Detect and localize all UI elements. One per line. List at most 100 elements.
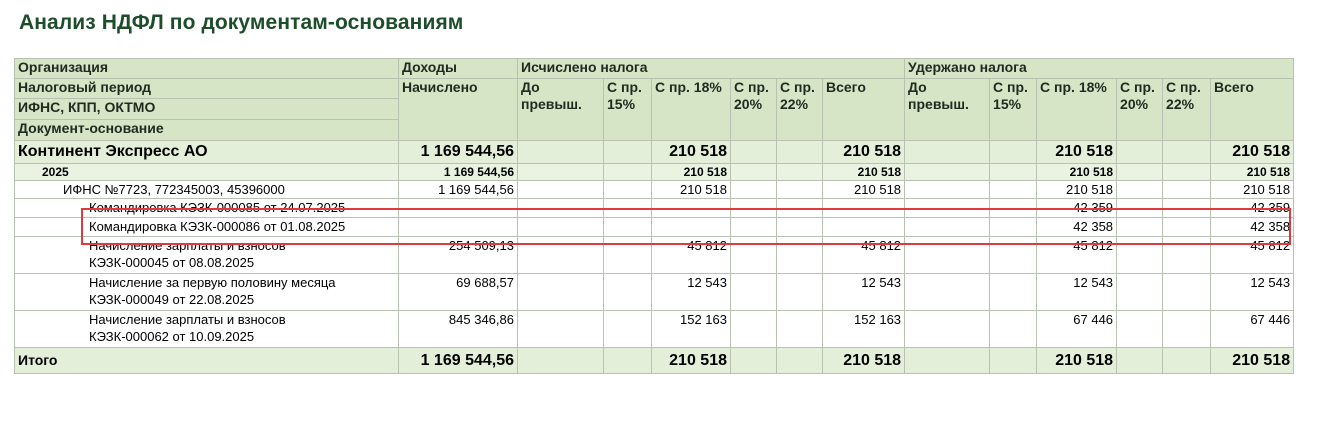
income-cell: 1 169 544,56 — [398, 163, 518, 181]
header-with-20: С пр. 20% — [1116, 78, 1164, 141]
total-calc-before-excess-cell — [517, 347, 604, 374]
income-cell — [398, 217, 518, 237]
with-20-cell — [1116, 217, 1164, 237]
header-calc-20: С пр. 20% — [730, 78, 777, 141]
with-total-cell: 42 359 — [1210, 198, 1295, 218]
with-before-excess-cell — [904, 310, 991, 348]
calc-20-cell — [730, 163, 777, 181]
calc-18-cell — [651, 198, 731, 218]
ndfl-report-table: Организация Доходы Исчислено налога Удер… — [14, 58, 1295, 374]
calc-total-cell: 152 163 — [821, 310, 906, 348]
with-22-cell — [1162, 198, 1212, 218]
table-row[interactable]: ИФНС №7723, 772345003, 45396000 1 169 544… — [14, 180, 1295, 199]
total-calc-20-cell — [730, 347, 777, 374]
calc-before-excess-cell — [517, 163, 604, 181]
calc-total-cell: 12 543 — [821, 273, 906, 311]
with-22-cell — [1162, 180, 1212, 199]
header-calc-total: Всего — [821, 78, 906, 141]
calc-18-cell — [651, 217, 731, 237]
calc-total-cell — [821, 217, 906, 237]
calc-before-excess-cell — [517, 273, 604, 311]
total-with-18-cell: 210 518 — [1036, 347, 1118, 374]
calc-18-cell: 45 812 — [651, 236, 731, 274]
with-before-excess-cell — [904, 273, 991, 311]
income-cell: 69 688,57 — [398, 273, 518, 311]
table-row[interactable]: Начисление зарплаты и взносов КЭЗК-000045… — [14, 236, 1295, 274]
header-ifns: ИФНС, КПП, ОКТМО — [14, 98, 399, 120]
row-label: Начисление зарплаты и взносов КЭЗК-000045… — [14, 236, 399, 274]
table-row[interactable]: Командировка КЭЗК-000086 от 01.08.2025 42… — [14, 217, 1295, 237]
calc-before-excess-cell — [517, 310, 604, 348]
calc-18-cell: 210 518 — [651, 180, 731, 199]
with-22-cell — [1162, 310, 1212, 348]
header-accrued: Начислено — [398, 78, 518, 141]
table-row[interactable]: 2025 1 169 544,56 210 518 210 518 210 518 210… — [14, 163, 1295, 181]
header-calc-group: Исчислено налога — [516, 58, 906, 79]
header-row: Документ-основание — [14, 119, 1294, 141]
header-with-15: С пр. 15% — [989, 78, 1038, 141]
header-row: ИФНС, КПП, ОКТМО — [14, 98, 1294, 120]
calc-total-cell — [821, 198, 906, 218]
row-label-line1: Начисление зарплаты и взносов — [89, 312, 286, 327]
calc-20-cell — [730, 198, 777, 218]
with-15-cell — [989, 217, 1038, 237]
calc-22-cell — [776, 273, 823, 311]
with-20-cell — [1116, 198, 1164, 218]
table-row[interactable]: Начисление за первую половину месяца КЭЗК… — [14, 273, 1295, 311]
table-row[interactable]: Начисление зарплаты и взносов КЭЗК-000062… — [14, 310, 1295, 348]
calc-20-cell — [730, 236, 777, 274]
calc-before-excess-cell — [517, 140, 604, 164]
row-label-line1: Начисление зарплаты и взносов — [89, 238, 286, 253]
with-20-cell — [1116, 236, 1164, 274]
with-15-cell — [989, 310, 1038, 348]
total-row: Итого 1 169 544,56 210 518 210 518 210 518 21… — [14, 347, 1295, 374]
with-18-cell: 210 518 — [1036, 180, 1118, 199]
with-before-excess-cell — [904, 236, 991, 274]
header-row: Организация Доходы Исчислено налога Удер… — [14, 58, 1295, 79]
with-15-cell — [989, 140, 1038, 164]
with-18-cell: 42 359 — [1036, 198, 1118, 218]
calc-20-cell — [730, 140, 777, 164]
calc-total-cell: 210 518 — [821, 140, 906, 164]
header-org: Организация — [14, 58, 399, 79]
header-row: Налоговый период Начислено До превыш. С … — [14, 78, 1295, 141]
with-20-cell — [1116, 310, 1164, 348]
calc-before-excess-cell — [517, 236, 604, 274]
calc-18-cell: 210 518 — [651, 163, 731, 181]
calc-before-excess-cell — [517, 217, 604, 237]
with-total-cell: 210 518 — [1210, 163, 1295, 181]
calc-20-cell — [730, 273, 777, 311]
calc-before-excess-cell — [517, 198, 604, 218]
income-cell: 1 169 544,56 — [398, 140, 518, 164]
row-label: Командировка КЭЗК-000086 от 01.08.2025 — [14, 217, 399, 237]
income-cell: 254 509,13 — [398, 236, 518, 274]
with-22-cell — [1162, 273, 1212, 311]
header-calc-before-excess: До превыш. — [517, 78, 604, 141]
calc-22-cell — [776, 163, 823, 181]
with-before-excess-cell — [904, 217, 991, 237]
calc-20-cell — [730, 217, 777, 237]
table-row[interactable]: Континент Экспресс АО 1 169 544,56 210 518… — [14, 140, 1295, 164]
total-with-15-cell — [989, 347, 1038, 374]
with-total-cell: 42 358 — [1210, 217, 1295, 237]
calc-22-cell — [776, 198, 823, 218]
header-calc-18: С пр. 18% — [651, 78, 731, 141]
with-18-cell: 210 518 — [1036, 140, 1118, 164]
row-label: Континент Экспресс АО — [14, 140, 399, 164]
row-label-line1: Начисление за первую половину месяца — [89, 275, 336, 290]
total-with-20-cell — [1116, 347, 1164, 374]
total-with-22-cell — [1162, 347, 1212, 374]
row-label: Начисление зарплаты и взносов КЭЗК-000062… — [14, 310, 399, 348]
calc-22-cell — [776, 236, 823, 274]
header-doc: Документ-основание — [14, 119, 399, 141]
calc-15-cell — [603, 217, 652, 237]
header-calc-15: С пр. 15% — [603, 78, 652, 141]
calc-15-cell — [603, 236, 652, 274]
calc-15-cell — [603, 273, 652, 311]
header-with-18: С пр. 18% — [1036, 78, 1118, 141]
calc-15-cell — [603, 180, 652, 199]
with-22-cell — [1162, 140, 1212, 164]
table-row[interactable]: Командировка КЭЗК-000085 от 24.07.2025 42… — [14, 198, 1295, 218]
income-cell: 845 346,86 — [398, 310, 518, 348]
calc-22-cell — [776, 217, 823, 237]
